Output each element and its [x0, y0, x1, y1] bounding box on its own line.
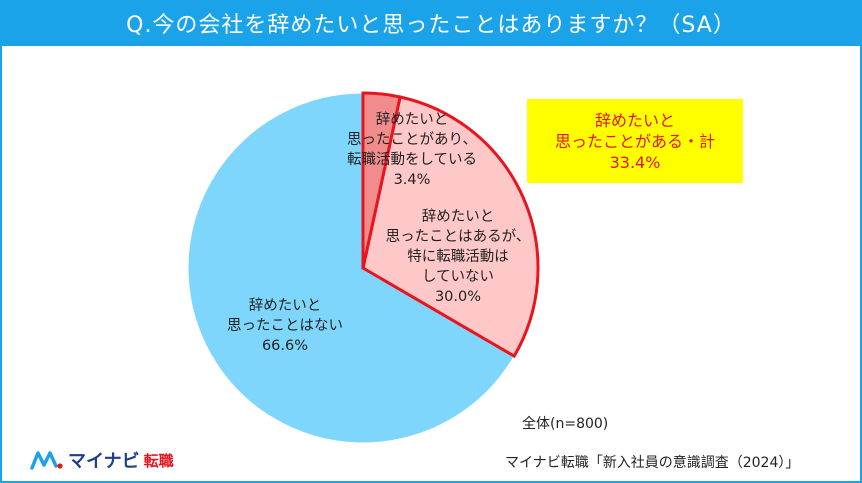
- mynavi-logo-icon: [30, 451, 63, 470]
- slice-label-line: 転職活動をしている: [346, 152, 478, 168]
- pie-slice-30-0pct: [361, 95, 540, 359]
- slice-label-line: していない: [421, 269, 495, 285]
- callout-line: 辞めたいと: [594, 110, 675, 130]
- pie-slice-66-6pct: [187, 92, 515, 444]
- logo-brand: マイナビ: [68, 451, 140, 472]
- slice-value: 30.0%: [434, 289, 482, 305]
- slice-label-line: 辞めたいと: [421, 209, 495, 225]
- slice-label-line: 思ったことがあり、: [347, 132, 477, 148]
- slice-label-30-0: 辞めたいと 思ったことはあるが、 特に転職活動は していない 30.0%: [368, 207, 548, 307]
- slice-label-line: 思ったことはあるが、: [385, 229, 531, 245]
- slice-label-66-6: 辞めたいと 思ったことはない 66.6%: [205, 296, 365, 356]
- callout-line: 思ったことがある・計: [554, 131, 715, 151]
- logo-service: 転職: [143, 451, 174, 470]
- total-callout-box: 辞めたいと 思ったことがある・計 33.4%: [527, 99, 743, 183]
- slice-label-line: 特に転職活動は: [407, 249, 509, 265]
- chart-title: Q.今の会社を辞めたいと思ったことはありますか？（SA）: [0, 0, 862, 46]
- slice-label-line: 辞めたいと: [248, 298, 322, 314]
- slice-label-line: 辞めたいと: [375, 112, 449, 128]
- sample-size-note: 全体(n=800): [522, 416, 609, 432]
- pie-slice-3-4pct: [361, 91, 402, 269]
- slice-value: 3.4%: [393, 172, 431, 188]
- slice-label-line: 思ったことはない: [227, 318, 343, 334]
- source-note: マイナビ転職「新入社員の意識調査（2024）」: [505, 455, 800, 471]
- slice-value: 66.6%: [261, 338, 309, 354]
- slice-label-3-4: 辞めたいと 思ったことがあり、 転職活動をしている 3.4%: [322, 110, 502, 190]
- callout-value: 33.4%: [609, 152, 661, 172]
- mynavi-logo: マイナビ 転職: [30, 447, 174, 473]
